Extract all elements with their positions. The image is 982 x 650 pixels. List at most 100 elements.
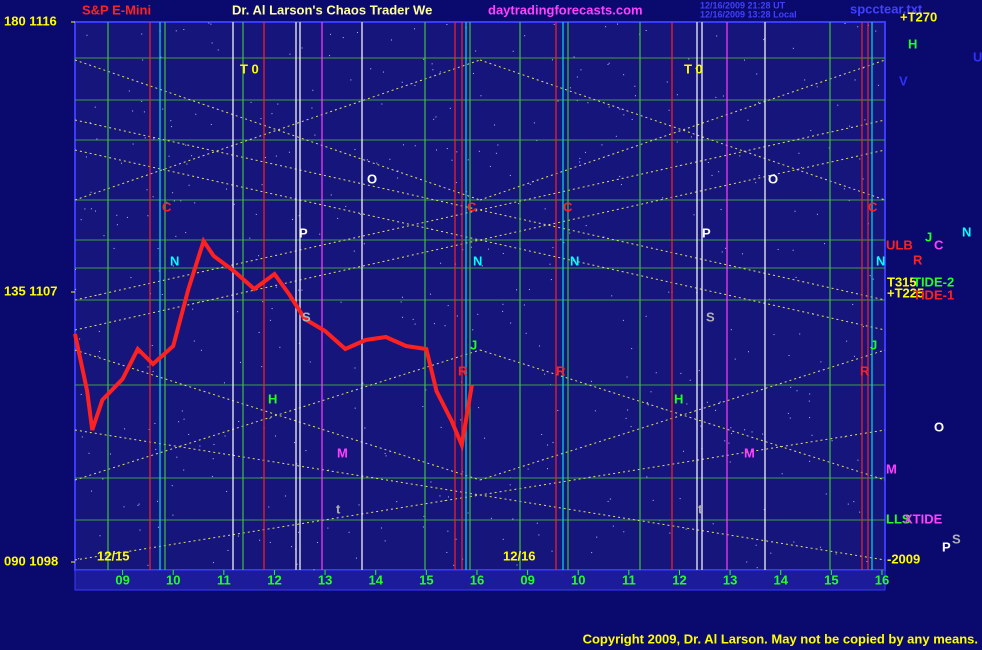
star: [502, 253, 504, 255]
star: [626, 376, 628, 378]
star: [397, 170, 399, 172]
star: [544, 373, 546, 375]
date-label: 12/16: [503, 548, 536, 563]
star: [576, 100, 578, 102]
star: [527, 468, 529, 470]
star: [275, 155, 277, 157]
x-tick-label: 10: [166, 572, 180, 587]
star: [89, 122, 91, 124]
x-tick-label: 11: [622, 572, 636, 587]
star: [512, 50, 514, 52]
star: [401, 296, 403, 298]
x-tick-label: 14: [368, 572, 383, 587]
star: [700, 425, 702, 427]
star: [756, 567, 758, 569]
diagonal: [74, 119, 886, 301]
y-tick-label: 090 1098: [4, 553, 58, 568]
star: [370, 68, 372, 70]
star: [844, 436, 846, 438]
star: [472, 329, 474, 331]
star: [178, 421, 180, 423]
star: [781, 473, 783, 475]
star: [611, 295, 613, 297]
star: [557, 409, 559, 411]
annotation: LLS: [886, 511, 911, 526]
star: [143, 111, 145, 113]
star: [846, 340, 848, 342]
diagonal: [74, 59, 481, 201]
star: [551, 59, 553, 61]
star: [747, 119, 749, 121]
star: [715, 96, 717, 98]
star: [279, 346, 281, 348]
star: [400, 301, 402, 303]
diagonal: [74, 349, 481, 481]
star: [720, 208, 722, 210]
star: [755, 544, 757, 546]
annotation: N: [473, 253, 482, 268]
star: [477, 313, 479, 315]
star: [98, 330, 100, 332]
star: [223, 382, 225, 384]
star: [794, 210, 796, 212]
star: [816, 213, 818, 215]
star: [269, 541, 271, 543]
star: [662, 408, 664, 410]
star: [153, 138, 155, 140]
star: [683, 450, 685, 452]
star: [844, 23, 846, 25]
star: [192, 308, 194, 310]
star: [139, 529, 141, 531]
star: [132, 110, 134, 112]
diagonal: [74, 149, 886, 331]
star: [763, 39, 765, 41]
star: [358, 504, 360, 506]
star: [525, 332, 527, 334]
star: [172, 265, 174, 267]
diagonal: [74, 59, 481, 201]
star: [261, 366, 263, 368]
star: [160, 56, 162, 58]
star: [789, 417, 791, 419]
star: [557, 100, 559, 102]
star: [730, 427, 732, 429]
star: [605, 26, 607, 28]
diagonal: [74, 119, 886, 301]
star: [75, 268, 77, 270]
star: [265, 156, 267, 158]
star: [152, 196, 154, 198]
star: [847, 503, 849, 505]
timestamp-ut: 12/16/2009 21:28 UT: [700, 0, 786, 10]
star: [622, 319, 624, 321]
annotation: J: [470, 337, 477, 352]
star: [825, 493, 827, 495]
star: [460, 419, 462, 421]
star: [569, 87, 571, 89]
annotation: M: [337, 445, 348, 460]
star: [157, 500, 159, 502]
star: [402, 144, 404, 146]
star: [455, 182, 457, 184]
diagonal: [479, 59, 886, 201]
star: [175, 235, 177, 237]
star: [126, 216, 128, 218]
star: [849, 125, 851, 127]
star: [722, 95, 724, 97]
star: [199, 445, 201, 447]
star: [191, 155, 193, 157]
star: [788, 355, 790, 357]
annotation: S: [302, 309, 311, 324]
star: [425, 389, 427, 391]
star: [176, 456, 178, 458]
star: [875, 30, 877, 32]
star: [188, 184, 190, 186]
star: [645, 30, 647, 32]
star: [623, 531, 625, 533]
star: [366, 159, 368, 161]
star: [770, 552, 772, 554]
star: [447, 530, 449, 532]
star: [516, 289, 518, 291]
star: [186, 163, 188, 165]
star: [518, 203, 520, 205]
star: [676, 94, 678, 96]
